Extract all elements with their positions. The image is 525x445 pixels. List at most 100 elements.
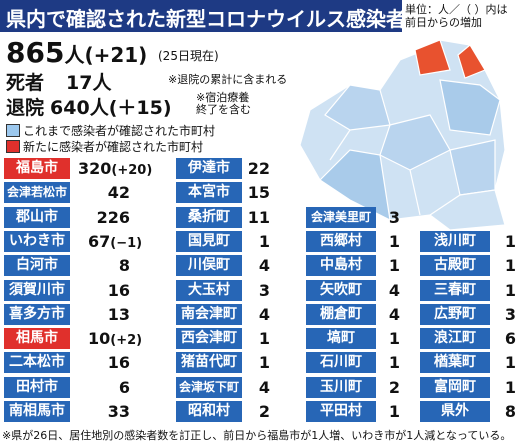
case-count: 1 [244, 231, 270, 252]
municipality-label: 田村市 [4, 376, 70, 398]
case-count: 1 [244, 352, 270, 373]
case-count: 4 [244, 255, 270, 276]
municipality-label: 伊達市 [176, 158, 242, 179]
discharged-change: (＋15) [108, 97, 172, 119]
count-change: (+20) [111, 163, 153, 178]
count-value: 16 [107, 280, 130, 300]
total: 865人(+21) [6, 36, 147, 69]
discharged: 退院 640人(＋15) [6, 93, 172, 120]
count-value: 3 [388, 207, 400, 227]
municipality-label: 南相馬市 [4, 401, 70, 422]
case-count: 2 [244, 401, 270, 422]
count-value: 10 [88, 329, 111, 349]
case-count: 4 [244, 377, 270, 398]
case-count: 1 [378, 328, 400, 349]
case-count: 22 [244, 158, 270, 179]
municipality-label: 玉川町 [306, 376, 376, 398]
count-value: 1 [504, 353, 516, 373]
count-value: 4 [388, 304, 400, 324]
title: 県内で確認された新型コロナウイルス感染者 [6, 7, 406, 31]
legend-label: これまで感染者が確認された市町村 [23, 124, 216, 138]
discharged-value: 640 [50, 97, 90, 119]
case-count: 1 [492, 231, 516, 252]
municipality-label: 塙町 [306, 328, 376, 350]
count-value: 15 [247, 183, 270, 203]
unit-note: 単位：人／（ ）内は 前日からの増加 [405, 3, 508, 29]
count-value: 4 [258, 256, 270, 276]
case-count: 1 [378, 231, 400, 252]
case-count: 8 [72, 255, 130, 276]
case-count: 67(−1) [72, 231, 178, 252]
municipality-label: 楢葉町 [420, 352, 490, 374]
case-count: 320(+20) [72, 158, 168, 179]
discharged-note-line: ※宿泊療養 [196, 91, 250, 104]
municipality-label: 会津坂下町 [176, 376, 242, 398]
count-value: 4 [388, 280, 400, 300]
municipality-label: 郡山市 [4, 206, 70, 228]
count-value: 8 [118, 256, 130, 276]
case-count: 10(+2) [72, 328, 178, 349]
header-bar [0, 0, 402, 32]
map [299, 39, 506, 231]
municipality-label: 須賀川市 [4, 279, 70, 301]
count-value: 1 [388, 256, 400, 276]
discharged-note: ※宿泊療養 終了を含む [196, 92, 251, 116]
case-count: 1 [378, 352, 400, 373]
municipality-label: 平田村 [306, 401, 376, 422]
count-value: 11 [247, 207, 270, 227]
municipality-label: 川俣町 [176, 255, 242, 277]
municipality-label: 相馬市 [4, 328, 70, 350]
discharged-unit: 人 [89, 97, 109, 119]
case-count: 11 [244, 207, 270, 228]
legend-swatch [6, 140, 20, 153]
deaths: 死者 17人 [6, 68, 111, 95]
count-value: 1 [388, 329, 400, 349]
count-value: 1 [504, 377, 516, 397]
count-value: 3 [504, 304, 516, 324]
legend-label: 新たに感染者が確認された市町村 [23, 140, 204, 154]
municipality-label: 福島市 [4, 158, 70, 179]
municipality-label: いわき市 [4, 230, 70, 252]
deaths-value: 17 [66, 72, 93, 94]
footnote: ※県が26日、居住地別の感染者数を訂正し、前日から福島市が1人増、いわき市が1人… [2, 429, 512, 442]
municipality-label: 県外 [420, 401, 490, 422]
case-count: 1 [244, 328, 270, 349]
discharged-label: 退院 [6, 97, 45, 119]
count-value: 22 [247, 159, 270, 178]
case-count: 226 [72, 207, 130, 228]
case-count: 16 [72, 280, 130, 301]
discharged-note-line: 終了を含む [196, 103, 251, 116]
case-count: 6 [492, 328, 516, 349]
case-count: 3 [244, 280, 270, 301]
count-change: (+2) [110, 333, 143, 349]
case-count: 2 [378, 377, 400, 398]
municipality-label: 会津若松市 [4, 182, 70, 204]
deaths-label: 死者 [6, 72, 45, 94]
count-value: 1 [258, 329, 270, 349]
legend-swatch [6, 124, 20, 137]
municipality-label: 古殿町 [420, 255, 490, 277]
count-value: 67 [88, 231, 111, 251]
municipality-label: 二本松市 [4, 352, 70, 374]
municipality-label: 西郷村 [306, 230, 376, 252]
count-value: 42 [107, 183, 130, 203]
municipality-label: 会津美里町 [306, 206, 376, 228]
case-count: 33 [72, 401, 130, 422]
unit-note-line: 前日からの増加 [405, 16, 482, 29]
municipality-label: 桑折町 [176, 206, 242, 228]
count-value: 1 [388, 231, 400, 251]
case-count: 15 [244, 182, 270, 203]
case-count: 1 [492, 352, 516, 373]
count-value: 1 [504, 231, 516, 251]
case-count: 1 [492, 255, 516, 276]
case-count: 8 [492, 401, 516, 422]
municipality-label: 浅川町 [420, 230, 490, 252]
case-count: 1 [378, 401, 400, 422]
municipality-label: 浪江町 [420, 328, 490, 350]
municipality-label: 棚倉町 [306, 303, 376, 325]
count-value: 33 [107, 402, 130, 421]
count-value: 2 [258, 402, 270, 421]
municipality-label: 本宮市 [176, 182, 242, 204]
unit-note-line: 単位：人／（ ）内は [405, 3, 508, 16]
deaths-unit: 人 [92, 72, 112, 94]
